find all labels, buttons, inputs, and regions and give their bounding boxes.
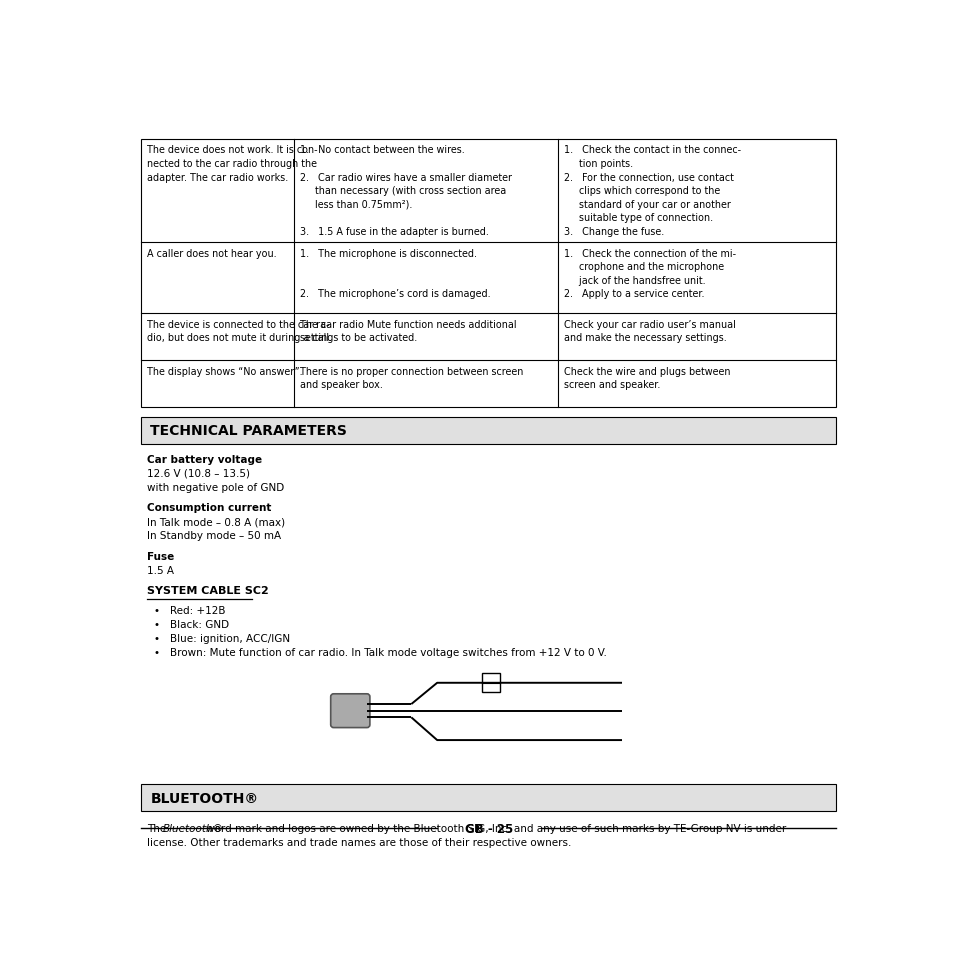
Text: The device does not work. It is con-
nected to the car radio through the
adapter: The device does not work. It is con- nec…: [147, 145, 317, 182]
Text: A caller does not hear you.: A caller does not hear you.: [147, 249, 276, 258]
FancyBboxPatch shape: [331, 694, 370, 728]
Text: In Standby mode – 50 mA: In Standby mode – 50 mA: [147, 531, 281, 540]
Text: Fuse: Fuse: [147, 551, 174, 561]
Text: The: The: [147, 823, 170, 833]
Text: with negative pole of GND: with negative pole of GND: [147, 482, 284, 492]
Text: TECHNICAL PARAMETERS: TECHNICAL PARAMETERS: [151, 424, 347, 438]
Text: The device is connected to the car ra-
dio, but does not mute it during a call.: The device is connected to the car ra- d…: [147, 319, 332, 343]
Text: There is no proper connection between screen
and speaker box.: There is no proper connection between sc…: [299, 366, 522, 390]
Text: 1.5 A: 1.5 A: [147, 565, 174, 575]
Bar: [481, 674, 499, 693]
Text: •: •: [153, 633, 159, 643]
Text: Check your car radio user’s manual
and make the necessary settings.: Check your car radio user’s manual and m…: [563, 319, 735, 343]
Text: Car battery voltage: Car battery voltage: [147, 455, 262, 464]
Text: Red: +12B: Red: +12B: [170, 605, 225, 616]
Text: Blue: ignition, ACC/IGN: Blue: ignition, ACC/IGN: [170, 633, 290, 643]
Text: 1.   Check the contact in the connec-
     tion points.
2.   For the connection,: 1. Check the contact in the connec- tion…: [563, 145, 740, 236]
Text: Bluetooth®: Bluetooth®: [163, 823, 224, 833]
Text: 1.   Check the connection of the mi-
     crophone and the microphone
     jack : 1. Check the connection of the mi- croph…: [563, 249, 735, 299]
Text: Consumption current: Consumption current: [147, 502, 272, 513]
Text: Black: GND: Black: GND: [170, 619, 229, 629]
Bar: [141, 140, 836, 408]
Text: SYSTEM CABLE SC2: SYSTEM CABLE SC2: [147, 585, 269, 596]
Text: The display shows “No answer”.: The display shows “No answer”.: [147, 366, 302, 376]
Text: Check the wire and plugs between
screen and speaker.: Check the wire and plugs between screen …: [563, 366, 729, 390]
Text: •: •: [153, 605, 159, 616]
Text: license. Other trademarks and trade names are those of their respective owners.: license. Other trademarks and trade name…: [147, 837, 571, 847]
Text: 1.   No contact between the wires.

2.   Car radio wires have a smaller diameter: 1. No contact between the wires. 2. Car …: [299, 145, 511, 236]
Text: word mark and logos are owned by the Bluetooth SIG, Inc. and any use of such mar: word mark and logos are owned by the Blu…: [206, 823, 785, 833]
Text: Brown: Mute function of car radio. In Talk mode voltage switches from +12 V to 0: Brown: Mute function of car radio. In Ta…: [170, 647, 606, 658]
Text: GB - 25: GB - 25: [464, 821, 513, 835]
Text: BLUETOOTH®: BLUETOOTH®: [151, 791, 258, 805]
Text: 12.6 V (10.8 – 13.5): 12.6 V (10.8 – 13.5): [147, 468, 250, 478]
Bar: [141, 784, 836, 812]
Text: 1.   The microphone is disconnected.


2.   The microphone’s cord is damaged.: 1. The microphone is disconnected. 2. Th…: [299, 249, 490, 299]
Text: In Talk mode – 0.8 A (max): In Talk mode – 0.8 A (max): [147, 517, 285, 526]
Text: •: •: [153, 619, 159, 629]
Bar: [141, 417, 836, 445]
Text: The car radio Mute function needs additional
settings to be activated.: The car radio Mute function needs additi…: [299, 319, 516, 343]
Text: •: •: [153, 647, 159, 658]
